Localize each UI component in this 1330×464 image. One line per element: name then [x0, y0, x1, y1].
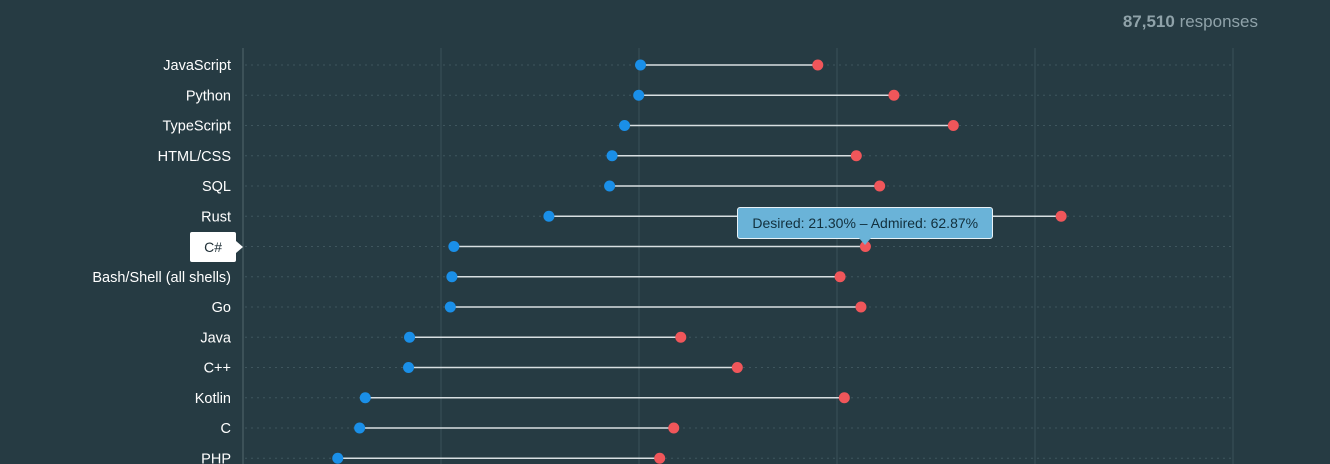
category-label: Rust	[201, 209, 231, 225]
tooltip: Desired: 21.30% – Admired: 62.87%	[737, 206, 994, 245]
admired-point[interactable]	[654, 452, 666, 464]
desired-point[interactable]	[448, 241, 460, 252]
admired-point[interactable]	[855, 301, 867, 313]
desired-point[interactable]	[634, 59, 646, 71]
desired-point[interactable]	[604, 180, 616, 192]
category-label: HTML/CSS	[158, 149, 231, 165]
highlighted-category-label: C#	[190, 231, 243, 262]
category-label: JavaScript	[163, 58, 231, 74]
desired-point[interactable]	[633, 89, 645, 101]
desired-point[interactable]	[619, 120, 631, 131]
responses-label: responses	[1179, 12, 1258, 31]
desired-point[interactable]	[332, 452, 344, 464]
row-12: C	[221, 421, 1233, 437]
category-label: Python	[186, 88, 231, 104]
row-3: HTML/CSS	[158, 149, 1233, 165]
row-7: Bash/Shell (all shells)	[92, 270, 1233, 286]
row-8: Go	[212, 300, 1233, 316]
admired-point[interactable]	[731, 362, 743, 373]
desired-point[interactable]	[354, 422, 366, 434]
row-5: Rust	[201, 209, 1233, 225]
row-11: Kotlin	[195, 391, 1233, 407]
row-2: TypeScript	[163, 119, 1233, 135]
category-label: Java	[200, 330, 232, 346]
category-label: Go	[212, 300, 231, 316]
responses-count: 87,510 responses	[1123, 12, 1258, 32]
category-label: Kotlin	[195, 391, 231, 407]
admired-point[interactable]	[838, 392, 850, 404]
admired-point[interactable]	[834, 271, 846, 283]
desired-point[interactable]	[359, 392, 371, 404]
category-label: TypeScript	[163, 119, 232, 135]
admired-point[interactable]	[1055, 210, 1067, 222]
responses-number: 87,510	[1122, 12, 1175, 31]
admired-point[interactable]	[947, 120, 959, 131]
row-10: C++	[204, 361, 1233, 377]
category-label: Bash/Shell (all shells)	[92, 270, 231, 286]
row-1: Python	[186, 88, 1233, 104]
grid-layer	[242, 48, 1234, 464]
category-label: SQL	[202, 179, 231, 195]
desired-point[interactable]	[403, 362, 415, 373]
admired-point[interactable]	[888, 89, 900, 101]
category-label: PHP	[201, 451, 231, 464]
row-0: JavaScript	[163, 58, 1233, 74]
desired-point[interactable]	[606, 150, 618, 162]
desired-point[interactable]	[444, 301, 456, 313]
category-label: C	[221, 421, 231, 437]
desired-point[interactable]	[446, 271, 458, 283]
category-label: C++	[204, 361, 231, 377]
row-6	[245, 241, 1233, 252]
desired-point[interactable]	[543, 210, 555, 222]
row-13: PHP	[201, 451, 1233, 464]
admired-point[interactable]	[874, 180, 886, 192]
row-4: SQL	[202, 179, 1233, 195]
admired-point[interactable]	[812, 59, 824, 71]
desired-point[interactable]	[404, 331, 416, 343]
admired-point[interactable]	[675, 331, 687, 343]
rows-layer: JavaScript Python TypeScript HTML/CSS SQL Rus…	[92, 58, 1233, 464]
admired-point[interactable]	[668, 422, 680, 434]
row-9: Java	[200, 330, 1233, 346]
admired-point[interactable]	[850, 150, 862, 162]
